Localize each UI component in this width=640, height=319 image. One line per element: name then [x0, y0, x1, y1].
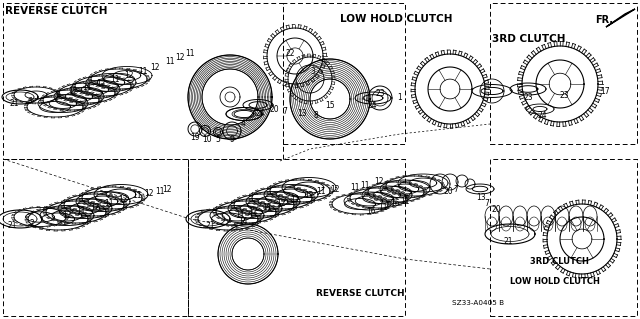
Text: 7: 7 [484, 199, 489, 209]
Text: 11: 11 [290, 196, 300, 204]
Text: 12: 12 [90, 204, 99, 212]
Text: 21: 21 [504, 238, 513, 247]
Text: 11: 11 [82, 83, 92, 92]
Text: 21: 21 [8, 221, 17, 231]
Text: 11: 11 [132, 191, 141, 201]
Text: 21: 21 [10, 100, 19, 108]
Text: 10: 10 [202, 135, 212, 144]
Text: 11: 11 [110, 75, 120, 84]
Text: 11: 11 [165, 57, 175, 66]
Text: 11: 11 [316, 188, 326, 197]
Text: 23: 23 [560, 91, 570, 100]
Text: 12: 12 [62, 211, 72, 220]
Text: 4: 4 [241, 118, 246, 128]
Text: 9: 9 [230, 135, 235, 144]
Text: 12: 12 [96, 78, 106, 87]
Text: 11: 11 [360, 181, 369, 189]
Text: 12: 12 [68, 86, 77, 95]
Text: 3RD CLUTCH: 3RD CLUTCH [530, 256, 589, 265]
Text: 6: 6 [28, 97, 33, 106]
Text: 14: 14 [238, 218, 248, 226]
Text: 11: 11 [76, 207, 86, 217]
Text: 8: 8 [313, 112, 317, 121]
Text: 7: 7 [282, 107, 287, 115]
Text: 5: 5 [215, 136, 220, 145]
Text: 12: 12 [162, 184, 172, 194]
Text: 11: 11 [378, 204, 387, 212]
Text: 12: 12 [374, 177, 383, 187]
Text: 11: 11 [350, 183, 360, 192]
Text: REVERSE CLUTCH: REVERSE CLUTCH [5, 6, 108, 16]
Text: 13: 13 [297, 108, 307, 117]
Text: 19: 19 [190, 132, 200, 142]
Text: 11: 11 [400, 197, 410, 205]
Text: 12: 12 [248, 207, 257, 217]
Text: 23: 23 [376, 90, 386, 99]
Text: 20: 20 [270, 105, 280, 114]
Text: LOW HOLD CLUTCH: LOW HOLD CLUTCH [340, 14, 452, 24]
Text: 11: 11 [138, 66, 147, 76]
Text: 22: 22 [285, 49, 294, 58]
Text: 11: 11 [185, 49, 195, 58]
Text: 1: 1 [397, 93, 402, 101]
Text: 13: 13 [476, 192, 486, 202]
Text: 12: 12 [118, 196, 127, 204]
Text: 20: 20 [492, 204, 502, 213]
Text: 11: 11 [104, 199, 113, 209]
Text: 17: 17 [600, 86, 610, 95]
Text: 2: 2 [30, 219, 35, 228]
Text: 20: 20 [443, 188, 452, 197]
Text: REVERSE CLUTCH: REVERSE CLUTCH [316, 288, 404, 298]
Text: 12: 12 [150, 63, 159, 71]
Text: 11: 11 [262, 204, 271, 212]
Text: 11: 11 [235, 211, 244, 220]
Text: 12: 12 [330, 184, 339, 194]
Text: LOW HOLD CLUTCH: LOW HOLD CLUTCH [510, 277, 600, 286]
Text: 12: 12 [276, 199, 285, 209]
Text: 7: 7 [453, 186, 458, 195]
Text: 24: 24 [367, 101, 376, 110]
Text: 23: 23 [523, 93, 532, 101]
Text: 12: 12 [304, 191, 314, 201]
Text: 16: 16 [390, 199, 399, 209]
Text: 15: 15 [325, 101, 335, 110]
Text: 12: 12 [175, 54, 184, 63]
Text: SZ33-A0405 B: SZ33-A0405 B [452, 300, 504, 306]
Text: 3RD CLUTCH: 3RD CLUTCH [492, 34, 566, 44]
Text: 12: 12 [124, 70, 134, 79]
Text: 12: 12 [144, 189, 154, 197]
Text: 16: 16 [366, 207, 376, 217]
Text: 21: 21 [206, 221, 216, 231]
Polygon shape [606, 9, 635, 27]
Text: FR.: FR. [595, 15, 613, 25]
Text: 24: 24 [538, 110, 548, 120]
Text: 3: 3 [310, 68, 315, 77]
Text: 24: 24 [255, 108, 264, 117]
Text: 11: 11 [155, 187, 164, 196]
